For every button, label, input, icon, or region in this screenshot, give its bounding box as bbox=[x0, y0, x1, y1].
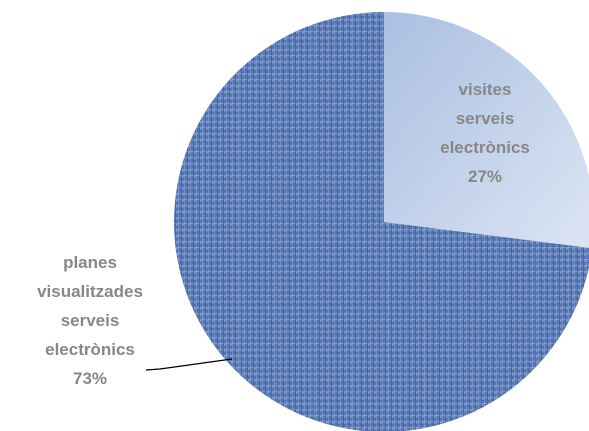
slice-label-visites: visites serveis electrònics 27% bbox=[440, 80, 530, 186]
pie-slice-texture bbox=[174, 12, 589, 431]
pie-slice-0 bbox=[384, 12, 589, 248]
leader-line bbox=[145, 358, 233, 371]
slice-label-planes: planes visualitzades serveis electrònics 73% bbox=[37, 253, 143, 388]
